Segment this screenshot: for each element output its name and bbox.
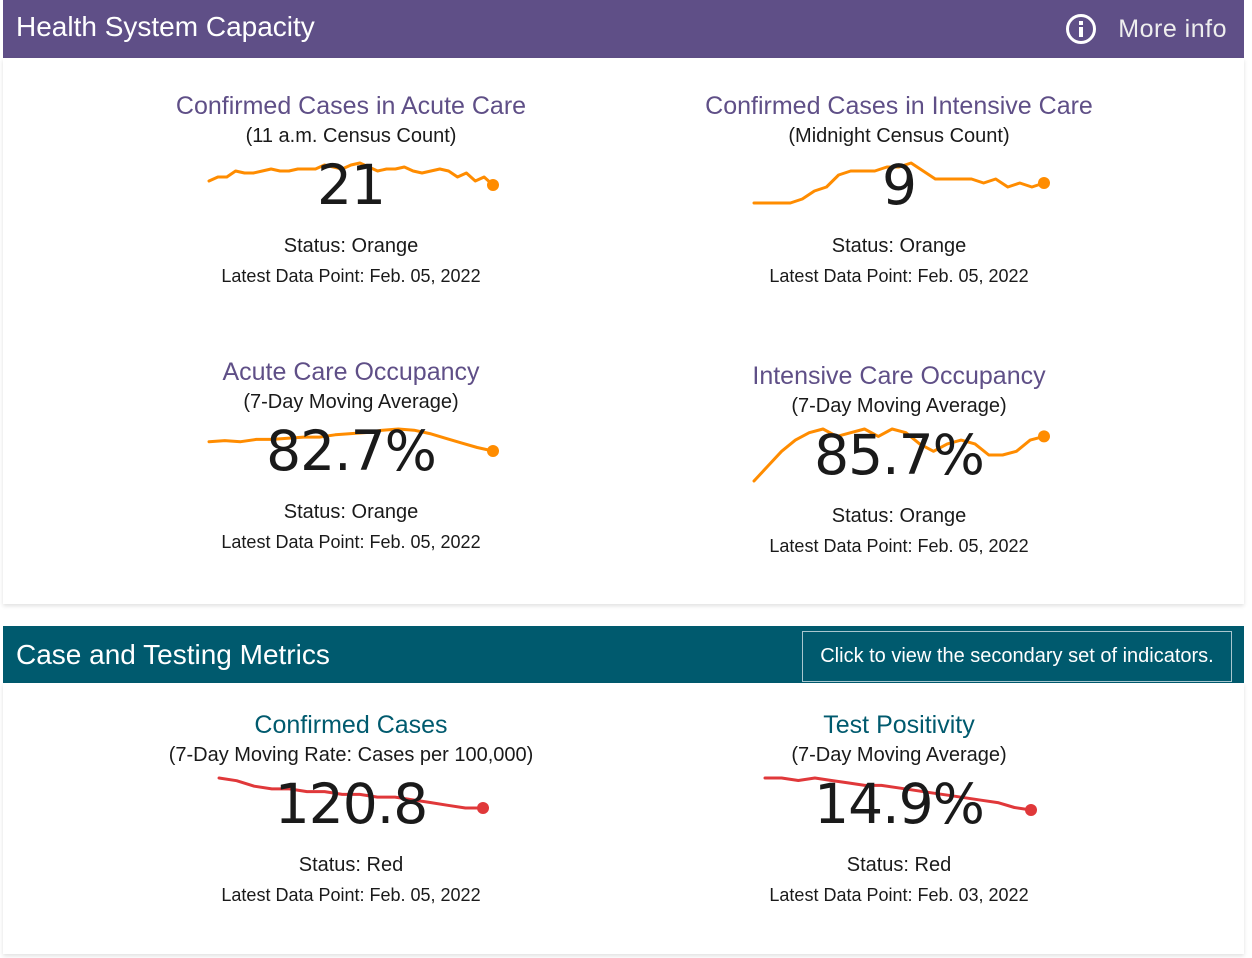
latest-data-point: Latest Data Point: Feb. 05, 2022 xyxy=(221,532,481,552)
metric-value: 9 xyxy=(882,153,917,217)
card-subtitle: (7-Day Moving Average) xyxy=(243,391,459,413)
testing-section-title: Case and Testing Metrics xyxy=(16,639,330,670)
card-title: Acute Care Occupancy xyxy=(222,358,480,386)
sparkline-latest-point xyxy=(1025,804,1037,816)
sparkline-container: 120.8 xyxy=(101,770,601,850)
sparkline-trend-line xyxy=(207,161,495,187)
sparkline-container: 14.9% xyxy=(649,770,1149,850)
metric-value: 21 xyxy=(317,153,386,217)
status-label: Status: Orange xyxy=(283,235,419,257)
card-subtitle: (7-Day Moving Average) xyxy=(791,744,1007,766)
sparkline-container: 82.7% xyxy=(101,417,601,497)
more-info-button[interactable]: More info xyxy=(1066,14,1227,44)
metric-card-test-positivity: Test Positivity (7-Day Moving Average) 1… xyxy=(649,710,1149,910)
sparkline-chart xyxy=(217,776,489,814)
metric-card-confirmed-cases: Confirmed Cases (7-Day Moving Rate: Case… xyxy=(101,710,601,910)
metric-card-acute-care-occupancy: Acute Care Occupancy (7-Day Moving Avera… xyxy=(101,357,601,557)
status-label: Status: Orange xyxy=(831,505,967,527)
sparkline-trend-line xyxy=(217,776,485,810)
status-label: Status: Orange xyxy=(831,235,967,257)
card-subtitle: (Midnight Census Count) xyxy=(788,125,1010,147)
metric-card-intensive-care-occupancy: Intensive Care Occupancy (7-Day Moving A… xyxy=(649,361,1149,561)
case-testing-metrics-section: Case and Testing Metrics Click to view t… xyxy=(3,626,1244,954)
sparkline-latest-point xyxy=(477,802,489,814)
sparkline-chart xyxy=(752,161,1050,205)
testing-section-header: Case and Testing Metrics Click to view t… xyxy=(3,626,1244,684)
health-section-title: Health System Capacity xyxy=(16,11,315,42)
sparkline-chart xyxy=(207,161,499,191)
sparkline-chart xyxy=(763,776,1037,816)
status-label: Status: Red xyxy=(846,854,952,876)
more-info-label: More info xyxy=(1118,15,1227,43)
sparkline-chart xyxy=(752,427,1050,483)
card-title: Test Positivity xyxy=(823,711,975,739)
sparkline-container: 85.7% xyxy=(649,421,1149,501)
info-glyph xyxy=(1079,21,1084,37)
latest-data-point: Latest Data Point: Feb. 03, 2022 xyxy=(769,885,1029,905)
metric-value: 85.7% xyxy=(814,423,985,487)
health-section-body: Confirmed Cases in Acute Care (11 a.m. C… xyxy=(3,58,1244,604)
card-title: Confirmed Cases in Acute Care xyxy=(175,92,527,120)
sparkline-container: 9 xyxy=(649,151,1149,231)
latest-data-point: Latest Data Point: Feb. 05, 2022 xyxy=(221,885,481,905)
sparkline-chart xyxy=(207,427,499,457)
card-subtitle: (7-Day Moving Rate: Cases per 100,000) xyxy=(168,744,534,766)
sparkline-latest-point xyxy=(487,179,499,191)
card-title: Confirmed Cases in Intensive Care xyxy=(705,92,1093,120)
card-title: Confirmed Cases xyxy=(254,711,448,739)
sparkline-latest-point xyxy=(487,445,499,457)
metric-card-intensive-care-cases: Confirmed Cases in Intensive Care (Midni… xyxy=(649,91,1149,291)
card-title: Intensive Care Occupancy xyxy=(752,362,1046,390)
latest-data-point: Latest Data Point: Feb. 05, 2022 xyxy=(221,266,481,286)
latest-data-point: Latest Data Point: Feb. 05, 2022 xyxy=(769,266,1029,286)
sparkline-trend-line xyxy=(752,427,1046,483)
status-label: Status: Red xyxy=(298,854,404,876)
info-icon xyxy=(1066,14,1097,44)
secondary-indicators-button[interactable]: Click to view the secondary set of indic… xyxy=(802,631,1232,682)
sparkline-trend-line xyxy=(752,161,1046,205)
sparkline-latest-point xyxy=(1038,430,1050,443)
metric-value: 14.9% xyxy=(814,772,985,836)
health-section-header: Health System Capacity More info xyxy=(3,0,1244,58)
card-subtitle: (11 a.m. Census Count) xyxy=(245,125,457,147)
sparkline-trend-line xyxy=(763,776,1033,812)
sparkline-trend-line xyxy=(207,427,495,453)
sparkline-latest-point xyxy=(1038,177,1050,189)
metric-value: 120.8 xyxy=(274,772,428,836)
metric-card-acute-care-cases: Confirmed Cases in Acute Care (11 a.m. C… xyxy=(101,91,601,291)
health-system-capacity-section: Health System Capacity More info Confirm… xyxy=(3,0,1244,604)
testing-section-body: Confirmed Cases (7-Day Moving Rate: Case… xyxy=(3,683,1244,954)
card-subtitle: (7-Day Moving Average) xyxy=(791,395,1007,417)
sparkline-container: 21 xyxy=(101,151,601,231)
status-label: Status: Orange xyxy=(283,501,419,523)
metric-value: 82.7% xyxy=(266,419,437,483)
latest-data-point: Latest Data Point: Feb. 05, 2022 xyxy=(769,536,1029,556)
